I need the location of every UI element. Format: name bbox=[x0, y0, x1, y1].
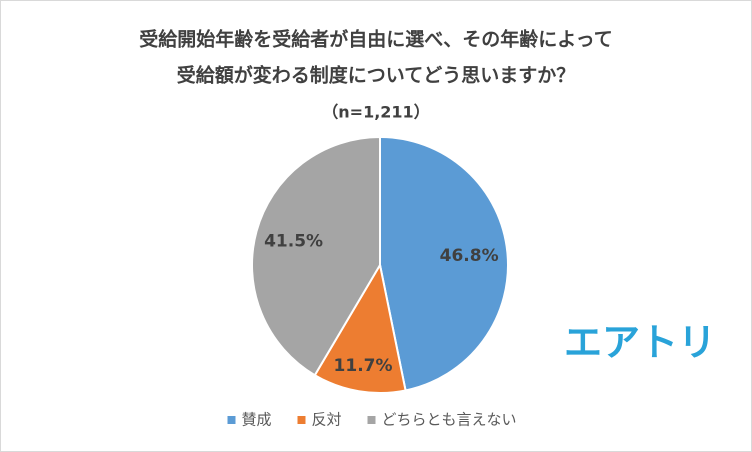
chart-title: 受給額が変わる制度についてどう思いますか？ bbox=[177, 64, 575, 87]
data-label: 46.8% bbox=[440, 246, 499, 266]
data-label: 41.5% bbox=[264, 231, 323, 251]
pie-slice bbox=[379, 135, 509, 392]
legend-label: 反対 bbox=[312, 411, 342, 429]
data-label: 11.7% bbox=[334, 356, 393, 376]
chart-subtitle: （n=1,211） bbox=[322, 103, 429, 122]
logo: エアトリ bbox=[564, 321, 716, 365]
legend-swatch bbox=[297, 416, 306, 424]
pie-slice bbox=[251, 135, 381, 377]
legend-swatch bbox=[367, 416, 376, 424]
legend-label: どちらとも言えない bbox=[382, 411, 517, 429]
legend-swatch bbox=[227, 416, 236, 424]
chart-title: 受給開始年齢を受給者が自由に選べ、その年齢によって bbox=[139, 28, 612, 51]
pie-slice bbox=[313, 262, 407, 394]
legend-label: 賛成 bbox=[242, 411, 272, 429]
